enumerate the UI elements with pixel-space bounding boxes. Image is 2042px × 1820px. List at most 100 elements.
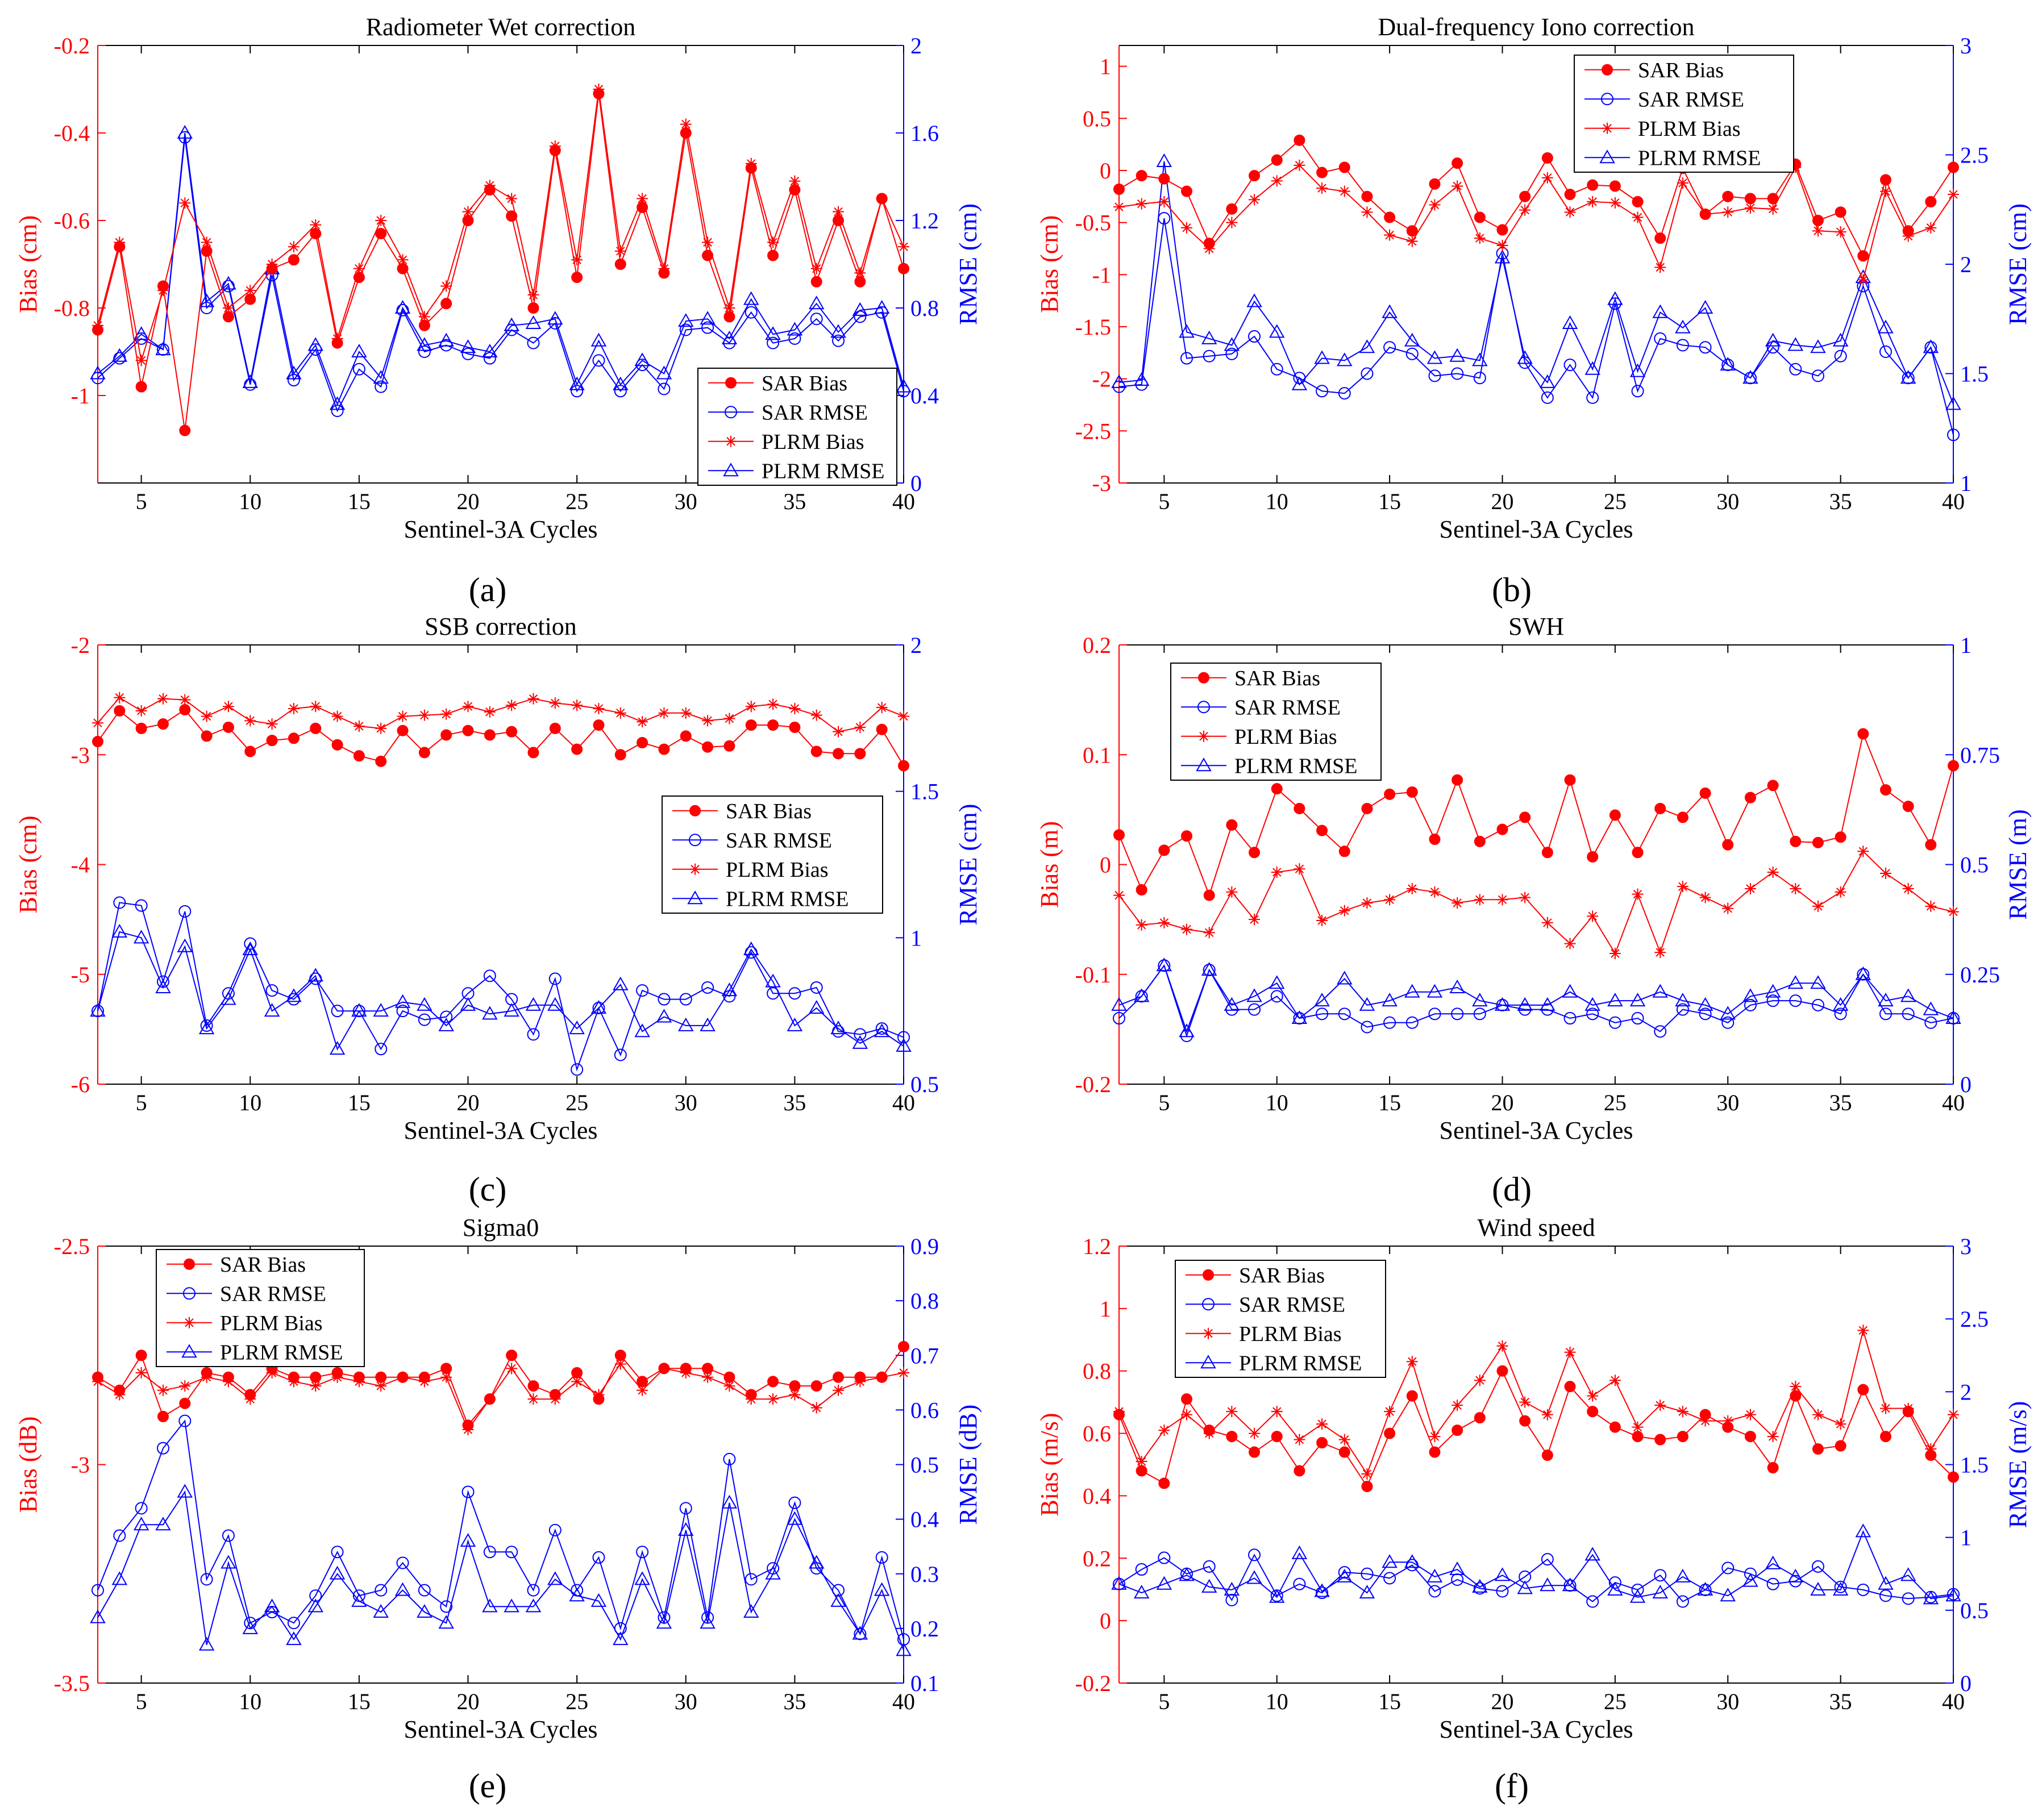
legend-box xyxy=(1170,663,1382,781)
legend-marker-plrm-rmse xyxy=(723,463,739,477)
sar-bias-point xyxy=(1835,206,1846,218)
sar-bias-point xyxy=(854,748,866,760)
sar-rmse-line xyxy=(97,1419,904,1640)
plrm-bias-point xyxy=(1338,905,1350,917)
legend-marker-plrm-bias xyxy=(1602,122,1613,134)
sar-bias-point xyxy=(1496,1365,1508,1377)
x-tick-label: 15 xyxy=(348,1689,371,1714)
y-right-axis-label: RMSE (m/s) xyxy=(2004,1401,2032,1529)
legend: SAR Bias SAR RMSE PLRM Bias PLRM RMSE xyxy=(662,796,883,914)
sar-bias-point xyxy=(898,263,909,274)
x-tick-label: 20 xyxy=(457,1689,480,1714)
plrm-rmse-point xyxy=(1810,339,1826,353)
sar-rmse-point xyxy=(1699,341,1712,354)
plrm-rmse-point xyxy=(1404,984,1420,998)
y-right-tick-label: 1 xyxy=(1960,470,1972,496)
plrm-rmse-point xyxy=(1697,299,1714,314)
y-right-tick-label: 2.5 xyxy=(1960,1306,1989,1332)
sar-bias-point xyxy=(1879,174,1891,186)
y-right-tick-label: 0 xyxy=(1960,1671,1972,1696)
plrm-bias-point xyxy=(1812,900,1824,912)
sar-rmse-point xyxy=(592,354,605,367)
sar-rmse-point xyxy=(701,1611,714,1624)
plrm-rmse-point xyxy=(1923,1001,1939,1015)
plrm-rmse-point xyxy=(1472,993,1488,1007)
sar-rmse-point xyxy=(1473,1007,1486,1021)
plrm-bias-point xyxy=(1654,947,1666,959)
y-left-tick-label: 0.2 xyxy=(1083,632,1111,658)
plrm-rmse-point xyxy=(613,1631,629,1646)
panel-label: (c) xyxy=(469,1171,507,1208)
plrm-rmse-point xyxy=(852,1626,868,1640)
sar-bias-point xyxy=(767,719,779,731)
y-right-tick-label: 1.5 xyxy=(1960,361,1989,387)
sar-rmse-point xyxy=(1361,367,1374,380)
sar-bias-point xyxy=(1654,1434,1666,1446)
plrm-rmse-point xyxy=(1855,966,1872,980)
x-axis-label: Sentinel-3A Cycles xyxy=(404,1117,598,1144)
sar-bias-point xyxy=(1249,1446,1261,1458)
legend-label-plrm-bias: PLRM Bias xyxy=(220,1311,323,1335)
plrm-bias-point xyxy=(723,1380,735,1392)
sar-bias-point xyxy=(1812,215,1824,226)
plrm-rmse-point xyxy=(1472,352,1488,367)
legend-label-sar-bias: SAR Bias xyxy=(1234,667,1320,690)
plrm-bias-point xyxy=(680,118,692,130)
legend-label-plrm-rmse: PLRM RMSE xyxy=(726,887,849,911)
sar-bias-point xyxy=(1564,1381,1576,1393)
sar-bias-point xyxy=(614,1350,626,1361)
plrm-rmse-point xyxy=(874,1023,890,1038)
sar-rmse-point xyxy=(1113,380,1125,393)
y-left-axis-label: Bias (cm) xyxy=(14,215,42,313)
y-right-tick-label: 1.5 xyxy=(1960,1452,1989,1478)
sar-rmse-point xyxy=(1766,994,1779,1007)
plrm-rmse-point xyxy=(1878,319,1894,334)
plrm-bias-point xyxy=(571,254,583,266)
y-left-tick-label: -0.1 xyxy=(1075,962,1111,988)
plrm-bias-point xyxy=(680,707,692,719)
plrm-bias-point xyxy=(1722,902,1734,914)
sar-rmse-point xyxy=(461,347,475,360)
sar-rmse-point xyxy=(1158,1551,1171,1564)
y-left-tick-label: 0.6 xyxy=(1083,1421,1111,1447)
sar-bias-point xyxy=(114,241,126,253)
plrm-bias-point xyxy=(1181,222,1193,234)
y-right-tick-label: 0.5 xyxy=(1960,1598,1989,1623)
plrm-rmse-point xyxy=(1179,1567,1195,1581)
plrm-rmse-point xyxy=(1765,332,1781,347)
plrm-rmse-point xyxy=(460,339,476,353)
sar-bias-point xyxy=(810,276,822,288)
plrm-rmse-point xyxy=(155,1517,171,1531)
plrm-bias-point xyxy=(222,701,234,713)
y-right-axis-label: RMSE (cm) xyxy=(2004,203,2032,325)
plrm-rmse-point xyxy=(482,1598,498,1613)
plrm-bias-point xyxy=(1113,889,1125,901)
plrm-bias-point xyxy=(92,717,103,729)
sar-bias-point xyxy=(1249,170,1261,182)
plrm-rmse-point xyxy=(1584,361,1600,375)
sar-bias-point xyxy=(745,162,757,174)
sar-rmse-point xyxy=(1631,1012,1644,1025)
plrm-rmse-point xyxy=(1337,352,1353,367)
plrm-rmse-point xyxy=(1517,350,1533,364)
plrm-bias-point xyxy=(1452,1400,1463,1411)
sar-bias-point xyxy=(506,726,518,738)
sar-bias-point xyxy=(1294,1465,1305,1477)
plrm-bias-point xyxy=(1452,180,1463,192)
sar-bias-point xyxy=(1902,225,1914,237)
plrm-rmse-point xyxy=(133,930,149,944)
sar-bias-point xyxy=(658,743,670,755)
plrm-bias-point xyxy=(1835,886,1846,898)
sar-bias-point xyxy=(833,748,845,760)
plrm-rmse-point xyxy=(1404,332,1420,347)
plrm-bias-point xyxy=(637,1384,648,1396)
y-left-tick-label: -6 xyxy=(71,1072,90,1097)
sar-rmse-point xyxy=(1721,1016,1735,1029)
sar-rmse-point xyxy=(1113,1012,1125,1025)
sar-bias-point xyxy=(135,1350,147,1361)
sar-bias-point xyxy=(549,722,561,734)
plrm-bias-point xyxy=(1338,1434,1350,1446)
sar-bias-point xyxy=(1496,823,1508,835)
plrm-bias-point xyxy=(1744,202,1756,214)
